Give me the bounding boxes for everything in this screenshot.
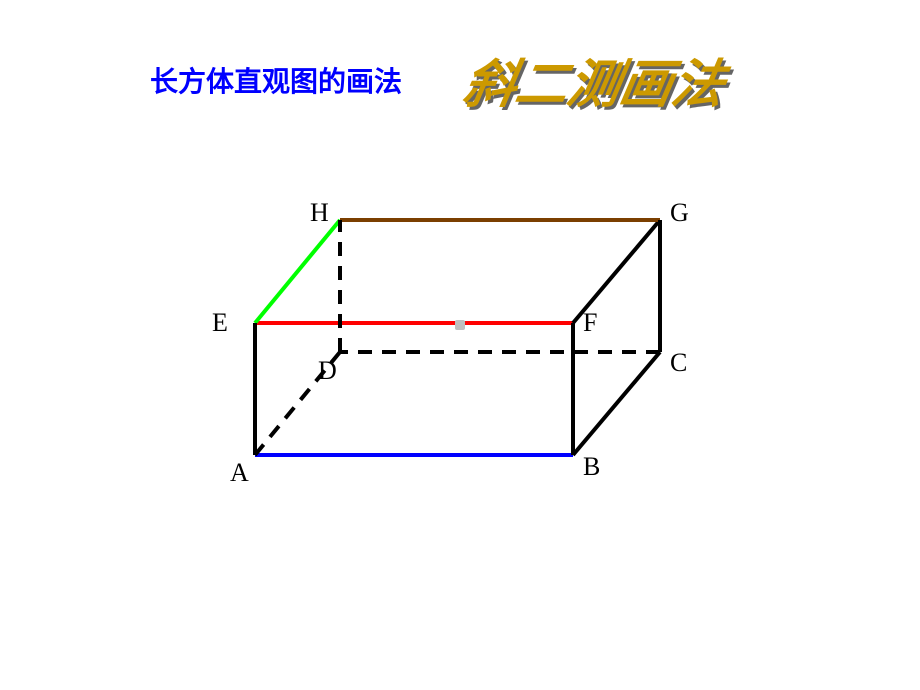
vertex-label-f: F	[583, 308, 597, 338]
vertex-label-a: A	[230, 458, 249, 488]
edge-B-C	[573, 352, 660, 455]
cuboid-diagram	[0, 0, 920, 690]
vertex-label-c: C	[670, 348, 687, 378]
vertex-label-h: H	[310, 198, 329, 228]
vertex-label-g: G	[670, 198, 689, 228]
vertex-label-b: B	[583, 452, 600, 482]
vertex-label-e: E	[212, 308, 228, 338]
vertex-label-d: D	[318, 356, 337, 386]
edge-H-E	[255, 220, 340, 323]
slide-center-marker	[455, 320, 465, 330]
